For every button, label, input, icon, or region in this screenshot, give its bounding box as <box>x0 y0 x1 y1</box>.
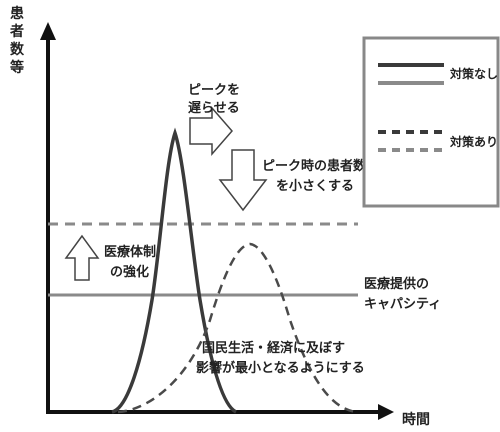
y-label-char-4: 等 <box>10 59 24 76</box>
x-axis-label: 時間 <box>402 411 430 428</box>
reduce-peak-down-arrow-icon <box>218 149 268 212</box>
minimize-impact-label-line-2: 影響が最小となるようにする <box>196 360 365 376</box>
curve-without-measures <box>111 127 237 414</box>
delay-peak-label-line-1: ピークを <box>188 83 240 98</box>
x-axis-arrowhead-icon <box>378 404 394 420</box>
y-axis-arrowhead-icon <box>40 22 56 40</box>
capacity-label-line-1: 医療提供の <box>364 276 429 292</box>
reduce-peak-label-line-1: ピーク時の患者数等 <box>262 158 379 174</box>
curve-with-measures <box>117 242 357 414</box>
strengthen-care-label-line-1: 医療体制 <box>104 244 156 260</box>
capacity-label-line-2: キャパシティ <box>364 297 441 312</box>
reduce-peak-label-line-2: を小さくする <box>276 179 354 194</box>
y-label-char-1: 患 <box>10 5 24 22</box>
legend-without-measures-label: 対策なし <box>449 66 498 81</box>
strengthen-care-up-arrow-icon <box>64 234 100 281</box>
y-label-char-3: 数 <box>10 41 25 58</box>
legend-with-measures-label: 対策あり <box>449 134 498 149</box>
delay-peak-label-line-2: 遅らせる <box>188 101 240 116</box>
legend: 対策なし 対策あり <box>362 36 500 208</box>
minimize-impact-label-line-1: 国民生活・経済に及ぼす <box>202 340 345 356</box>
delay-peak-right-arrow-icon <box>189 105 233 157</box>
strengthen-care-label-line-2: の強化 <box>110 264 149 280</box>
y-axis-label: 患 者 数 等 <box>10 5 25 76</box>
y-label-char-2: 者 <box>10 24 24 40</box>
